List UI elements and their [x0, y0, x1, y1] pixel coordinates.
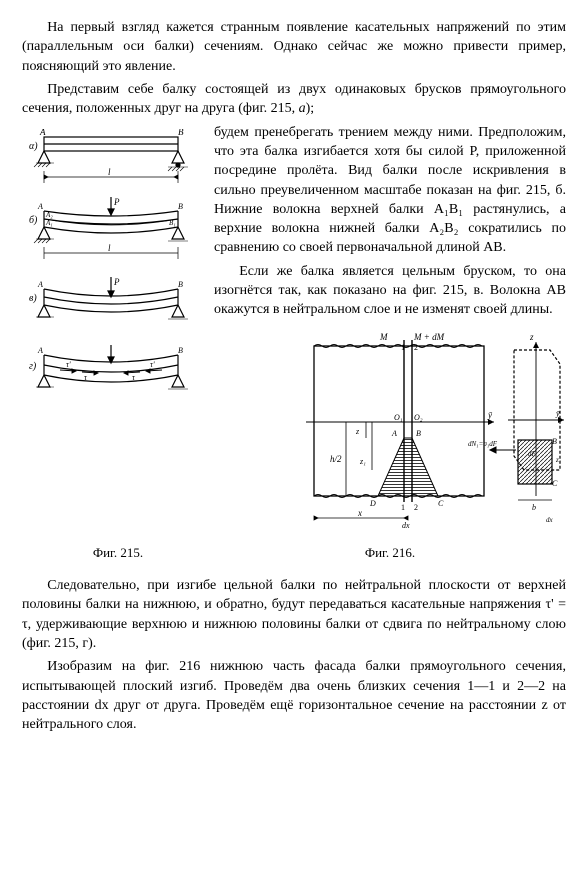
figure-215: α) A B l	[22, 129, 200, 415]
svg-text:C: C	[552, 479, 558, 488]
svg-text:2: 2	[414, 503, 418, 512]
svg-text:A: A	[37, 202, 43, 211]
svg-text:l: l	[108, 243, 111, 253]
svg-text:P: P	[113, 197, 120, 207]
beam-b: б) P A B A₁ B₁ A₂ l	[26, 197, 196, 267]
svg-text:A: A	[37, 280, 43, 289]
svg-text:α): α)	[29, 141, 38, 152]
beam-a: α) A B l	[26, 129, 196, 187]
svg-text:B: B	[178, 129, 184, 137]
svg-text:1: 1	[401, 503, 405, 512]
para-5: Следовательно, при изгибе цельной балки …	[22, 576, 566, 653]
svg-text:1: 1	[401, 343, 405, 352]
svg-text:ȳ: ȳ	[555, 409, 560, 418]
svg-text:l: l	[108, 167, 111, 177]
svg-text:B₁: B₁	[169, 219, 176, 227]
figure-216: M M + dM 1 2 1 2 O₁ O₂ A B D C ȳ h/2 z z…	[306, 330, 566, 536]
svg-text:O₁: O₁	[394, 413, 403, 422]
svg-text:M + dM: M + dM	[413, 332, 445, 342]
svg-text:ȳ: ȳ	[487, 410, 493, 420]
svg-text:τ': τ'	[66, 360, 71, 369]
para-6: Изобразим на фиг. 216 нижнюю часть фасад…	[22, 657, 566, 734]
svg-text:B: B	[178, 280, 183, 289]
svg-text:A₁: A₁	[45, 219, 53, 227]
para-2-tail: );	[306, 101, 315, 116]
svg-text:dx: dx	[402, 521, 410, 530]
svg-text:D: D	[369, 499, 376, 508]
svg-text:в): в)	[29, 293, 37, 304]
caption-216: Фиг. 216.	[214, 544, 566, 562]
svg-text:B: B	[178, 346, 183, 355]
svg-text:z₁: z₁	[555, 456, 561, 464]
svg-text:h/2: h/2	[330, 454, 342, 464]
para-2: Представим себе балку состоящей из двух …	[22, 80, 566, 119]
svg-text:B: B	[178, 202, 183, 211]
svg-text:dx: dx	[546, 516, 554, 524]
svg-text:B: B	[552, 437, 557, 446]
svg-text:г): г)	[29, 361, 37, 372]
svg-text:dN₁=σ₁dF: dN₁=σ₁dF	[468, 440, 498, 448]
svg-text:B: B	[416, 429, 421, 438]
svg-text:A: A	[391, 429, 397, 438]
beam-v: в) P A B	[26, 277, 196, 335]
float-block: α) A B l	[22, 123, 566, 538]
svg-text:O₂: O₂	[414, 413, 423, 422]
svg-text:z: z	[529, 332, 534, 342]
svg-text:2: 2	[414, 343, 418, 352]
para-2-a: а	[299, 101, 306, 116]
diagram-216-svg: M M + dM 1 2 1 2 O₁ O₂ A B D C ȳ h/2 z z…	[306, 330, 564, 530]
para-1: На первый взгляд кажется странным появле…	[22, 18, 566, 76]
svg-text:A: A	[37, 346, 43, 355]
caption-row: Фиг. 215. Фиг. 216.	[22, 544, 566, 562]
beam-g: г) τ' τ τ τ' A B	[26, 345, 196, 405]
svg-text:P: P	[113, 277, 120, 287]
svg-text:dF: dF	[528, 450, 537, 458]
svg-text:z: z	[355, 427, 360, 436]
svg-text:A: A	[39, 129, 46, 137]
para-2-lead: Представим себе балку состоящей из двух …	[22, 82, 566, 116]
svg-text:z₁: z₁	[359, 457, 366, 466]
svg-text:A₂: A₂	[45, 211, 53, 219]
svg-text:b: b	[532, 503, 536, 512]
svg-text:τ': τ'	[150, 360, 155, 369]
svg-text:x: x	[357, 508, 362, 518]
svg-text:C: C	[438, 499, 444, 508]
svg-text:M: M	[379, 332, 388, 342]
svg-text:б): б)	[29, 215, 38, 226]
caption-215: Фиг. 215.	[22, 544, 214, 562]
